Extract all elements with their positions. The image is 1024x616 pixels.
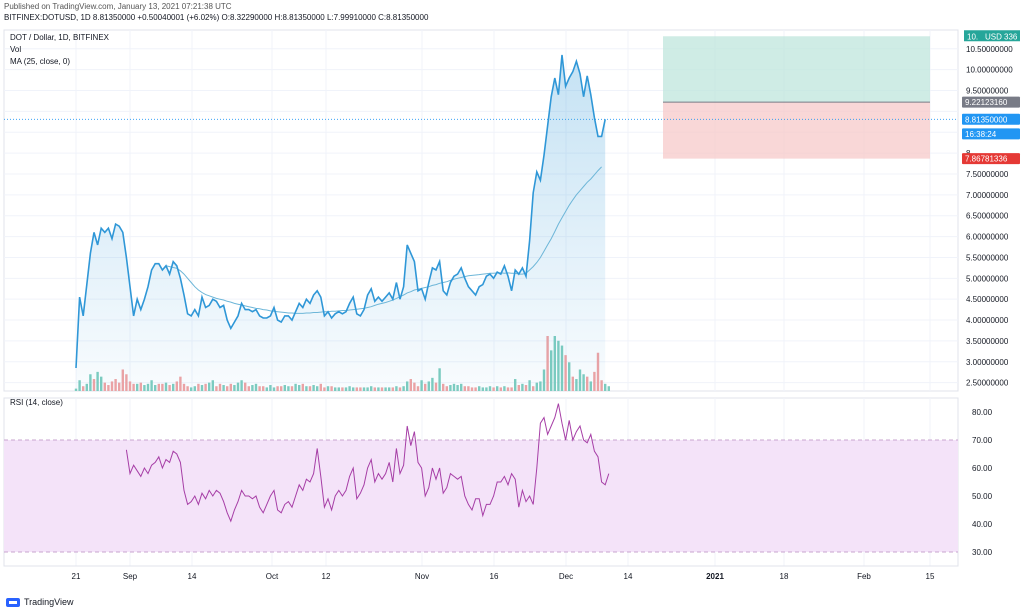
rsi-line	[125, 403, 610, 523]
currency-label: USD	[985, 32, 1002, 41]
time-axis-tick: 2021	[706, 572, 724, 581]
price-axis-tick: 6.50000000	[966, 212, 1009, 221]
take-profit-zone	[663, 36, 930, 103]
symbol-label: BITFINEX:DOTUSD, 1D	[4, 13, 91, 22]
countdown-tag-text: 16:38:24	[965, 130, 997, 139]
rsi-axis-tick: 60.00	[972, 464, 993, 473]
price-axis-tick: 10.00000000	[966, 66, 1013, 75]
target-price-tag	[964, 30, 1020, 42]
symbol-ohlc-line: BITFINEX:DOTUSD, 1D 8.81350000 +0.500400…	[4, 13, 428, 22]
published-note: Published on TradingView.com, January 13…	[4, 2, 232, 11]
ma-line	[165, 166, 602, 314]
price-axis-tick: 3.50000000	[966, 337, 1009, 346]
price-area	[76, 55, 606, 391]
time-axis-tick: Dec	[559, 572, 573, 581]
entry-price-tag	[962, 96, 1020, 108]
time-axis-tick: 16	[490, 572, 499, 581]
target-tag-text: 10.	[967, 32, 978, 41]
ma-indicator-label: MA (25, close, 0)	[10, 57, 71, 66]
price-axis-tick: 7.00000000	[966, 191, 1009, 200]
time-axis-tick: Sep	[123, 572, 138, 581]
open-value: O:8.32290000	[221, 13, 273, 22]
time-axis-tick: 18	[780, 572, 789, 581]
time-axis-tick: 15	[926, 572, 935, 581]
price-line	[75, 54, 606, 369]
rsi-axis-tick: 80.00	[972, 408, 993, 417]
time-axis-tick: 21	[72, 572, 81, 581]
current-price-tag-text: 8.81350000	[965, 115, 1008, 124]
price-axis-tick: 9.50000000	[966, 87, 1009, 96]
rsi-axis-tick: 30.00	[972, 548, 993, 557]
price-axis-tick: 7.50000000	[966, 170, 1009, 179]
price-axis-tick: 4.50000000	[966, 295, 1009, 304]
stop-loss-zone	[663, 102, 930, 159]
price-axis-tick: 3.00000000	[966, 358, 1009, 367]
pane-title: DOT / Dollar, 1D, BITFINEX	[10, 33, 109, 42]
price-axis-tick: 10.50000000	[966, 45, 1013, 54]
rsi-band	[4, 440, 958, 552]
rsi-indicator-label: RSI (14, close)	[10, 398, 63, 407]
high-value: H:8.81350000	[274, 13, 325, 22]
last-price: 8.81350000	[92, 13, 136, 22]
price-axis-tick: 5.00000000	[966, 274, 1009, 283]
low-value: L:7.99910000	[326, 13, 376, 22]
time-axis-tick: Oct	[266, 572, 279, 581]
price-change: +0.50040001 (+6.02%)	[137, 13, 220, 22]
rsi-axis-tick: 50.00	[972, 492, 993, 501]
volume-indicator-label: Vol	[10, 45, 22, 54]
price-axis-tick: 2.50000000	[966, 379, 1009, 388]
time-axis-tick: 14	[188, 572, 197, 581]
countdown-tag	[962, 128, 1020, 140]
rsi-axis-tick: 70.00	[972, 436, 993, 445]
stop-price-tag	[962, 153, 1020, 165]
time-axis-tick: 12	[322, 572, 331, 581]
close-value: C:8.81350000	[378, 13, 429, 22]
volume-bar	[607, 386, 610, 391]
footer-brand: TradingView	[24, 597, 74, 607]
price-axis-tick: 6.00000000	[966, 233, 1009, 242]
time-axis-tick: 14	[624, 572, 633, 581]
tradingview-logo-icon	[6, 597, 20, 607]
rsi-axis-tick: 40.00	[972, 520, 993, 529]
target-tag-suffix: 336	[1004, 32, 1018, 41]
price-axis-tick: 4.00000000	[966, 316, 1009, 325]
stop-price-tag-text: 7.86781336	[965, 155, 1008, 164]
entry-price-tag-text: 9.22123160	[965, 98, 1008, 107]
price-axis-tick: 5.50000000	[966, 253, 1009, 262]
footer: TradingView	[6, 597, 74, 607]
time-axis-tick: Feb	[857, 572, 871, 581]
time-axis-tick: Nov	[415, 572, 429, 581]
current-price-tag	[962, 113, 1020, 125]
